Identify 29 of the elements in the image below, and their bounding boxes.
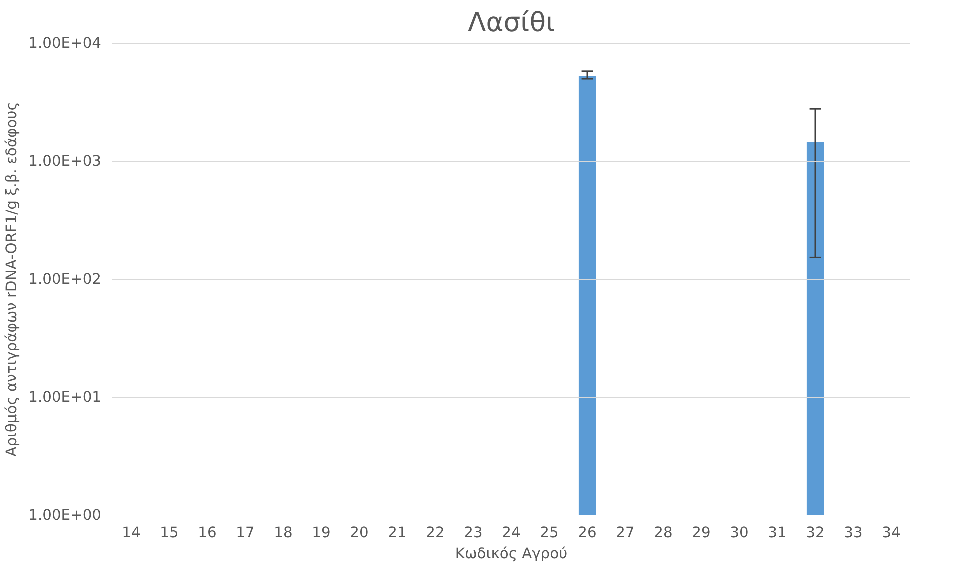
chart-title: Λασίθι	[468, 8, 556, 38]
x-tick-label: 18	[274, 524, 293, 542]
x-tick-label: 21	[388, 524, 407, 542]
y-tick-label: 1.00E+04	[28, 35, 102, 52]
x-tick-label: 31	[768, 524, 787, 542]
x-tick-label: 23	[464, 524, 483, 542]
x-tick-label: 26	[578, 524, 597, 542]
y-tick-label: 1.00E+01	[28, 389, 102, 406]
x-tick-label: 33	[844, 524, 863, 542]
x-tick-label: 14	[122, 524, 141, 542]
x-tick-label: 32	[806, 524, 825, 542]
x-tick-label: 19	[312, 524, 331, 542]
x-tick-label: 29	[692, 524, 711, 542]
y-tick-label: 1.00E+00	[28, 507, 102, 524]
x-tick-label: 25	[540, 524, 559, 542]
x-tick-label: 24	[502, 524, 521, 542]
y-tick-label: 1.00E+02	[28, 271, 102, 288]
y-axis-title: Αριθμός αντιγράφων rDNA-ORF1/g ξ.β. εδάφους	[4, 102, 21, 457]
x-tick-label: 22	[426, 524, 445, 542]
y-tick-label: 1.00E+03	[28, 153, 102, 170]
x-tick-label: 28	[654, 524, 673, 542]
x-tick-label: 30	[730, 524, 749, 542]
x-tick-label: 15	[160, 524, 179, 542]
x-tick-label: 20	[350, 524, 369, 542]
x-tick-label: 17	[236, 524, 255, 542]
x-tick-label: 34	[882, 524, 901, 542]
x-axis-title: Κωδικός Αγρού	[455, 546, 568, 562]
x-tick-label: 27	[616, 524, 635, 542]
x-tick-label: 16	[198, 524, 217, 542]
